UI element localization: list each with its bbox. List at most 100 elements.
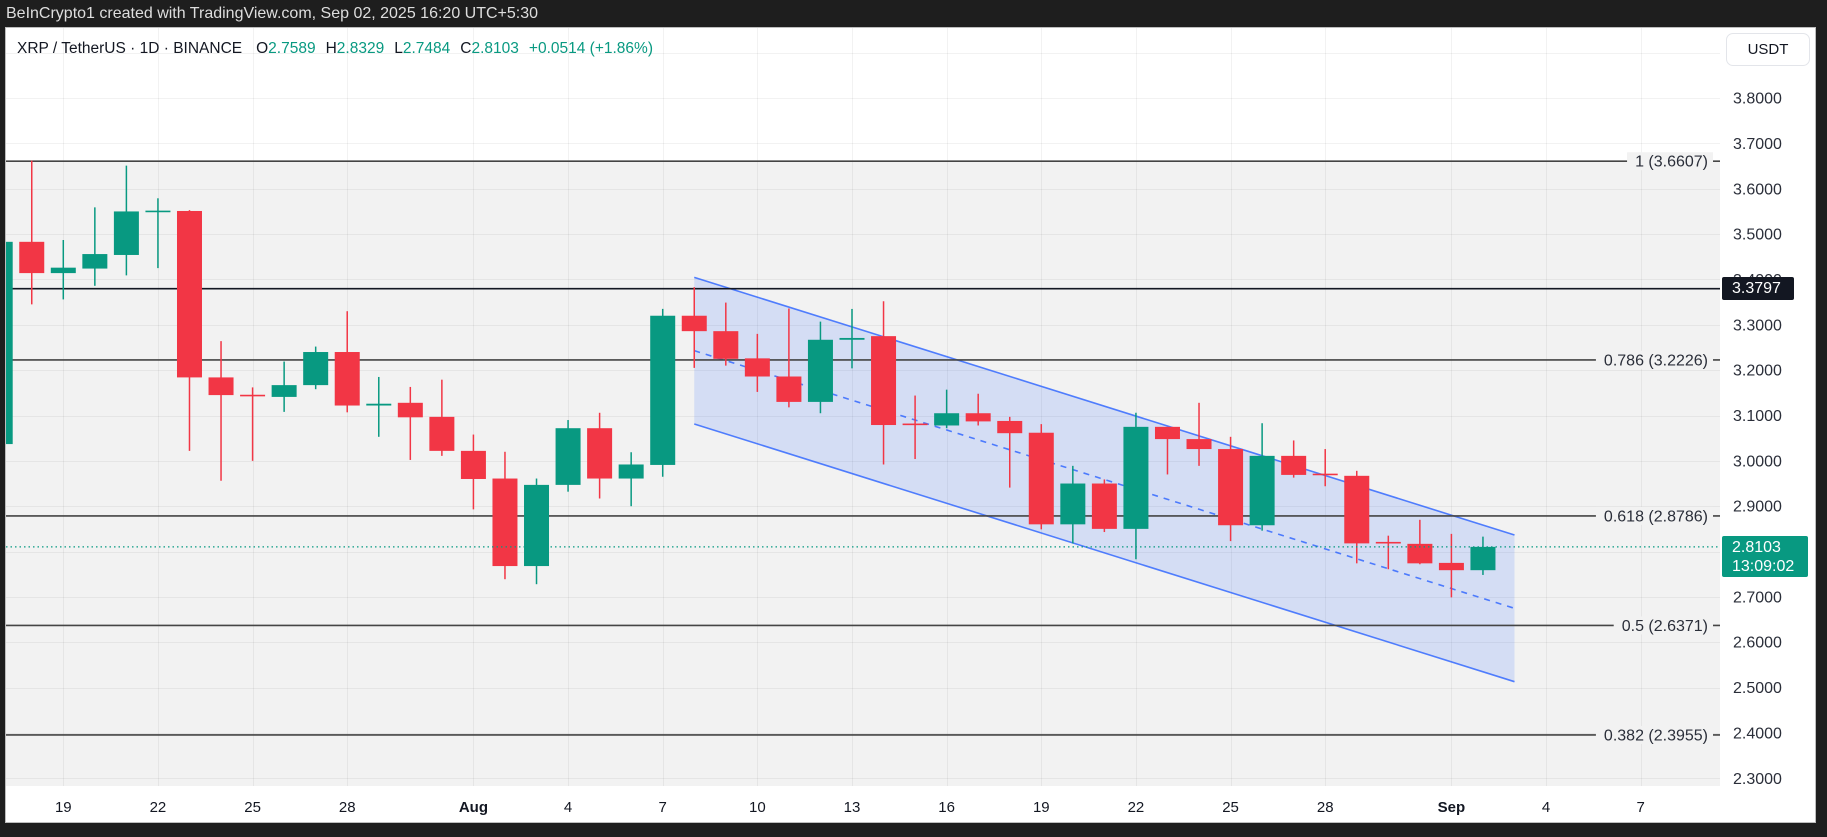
candle-body xyxy=(650,315,676,465)
candle-body xyxy=(6,241,13,445)
candle-aug-12 xyxy=(807,321,833,414)
candle-body xyxy=(429,416,455,451)
price-tick-label: 2.5000 xyxy=(1733,680,1782,697)
candle-jul-29 xyxy=(366,376,392,437)
low-number: 2.7484 xyxy=(402,40,451,57)
price-tick-label: 3.1000 xyxy=(1733,408,1782,425)
symbol-legend: XRP / TetherUS · 1D · BINANCE O2.7589 H2… xyxy=(17,38,653,60)
chart-snapshot-caption: BeInCrypto1 created with TradingView.com… xyxy=(0,0,1827,28)
candle-aug-3 xyxy=(524,478,550,585)
last-price-value: 2.8103 xyxy=(1732,538,1781,556)
candle-aug-20 xyxy=(1060,465,1086,544)
candle-body xyxy=(997,420,1023,434)
candle-body xyxy=(524,484,550,567)
candle-aug-24 xyxy=(1186,402,1212,466)
price-tick-label: 3.8000 xyxy=(1733,91,1782,108)
candlestick-series xyxy=(6,160,1496,598)
candle-jul-30 xyxy=(397,386,423,460)
candle-body xyxy=(1123,426,1149,529)
candle-body xyxy=(1407,543,1433,564)
candle-body xyxy=(113,211,139,255)
high-label: H xyxy=(325,40,337,57)
candle-jul-21 xyxy=(113,165,139,276)
candle-aug-27 xyxy=(1281,440,1307,478)
symbol-title[interactable]: XRP / TetherUS · 1D · BINANCE xyxy=(17,40,243,57)
candle-jul-24 xyxy=(208,341,234,481)
candle-aug-19 xyxy=(1028,424,1054,530)
candle-jul-25 xyxy=(240,387,266,461)
fib-label-background xyxy=(1627,152,1713,171)
price-tick-label: 2.3000 xyxy=(1733,771,1782,788)
time-tick-label: 22 xyxy=(1128,799,1145,816)
time-tick-label: 25 xyxy=(1222,799,1239,816)
price-axis[interactable]: 3.80003.70003.60003.50003.40003.30003.20… xyxy=(1720,28,1815,788)
candle-body xyxy=(19,241,45,274)
fib-zone-fill xyxy=(6,161,1720,786)
candle-aug-7 xyxy=(650,308,676,477)
candle-body xyxy=(1060,483,1086,525)
candle-aug-26 xyxy=(1249,423,1275,531)
candle-aug-6 xyxy=(618,452,644,507)
open-label: O xyxy=(256,40,269,57)
close-label: C xyxy=(460,40,472,57)
candle-body xyxy=(1438,562,1464,571)
candle-body xyxy=(681,315,707,332)
fib-level-label: 0.5 (2.6371) xyxy=(1622,618,1708,635)
last-price-label: 2.8103 13:09:02 xyxy=(1722,535,1808,577)
low-value: L2.7484 xyxy=(394,38,450,60)
candle-body xyxy=(145,210,171,213)
candle-body xyxy=(1281,455,1307,475)
candle-body xyxy=(1470,546,1496,571)
candle-aug-16 xyxy=(934,389,960,429)
candle-body xyxy=(618,464,644,479)
candle-body xyxy=(744,358,770,377)
candle-body xyxy=(334,352,360,406)
candle-aug-14 xyxy=(871,301,897,465)
candle-jul-28 xyxy=(334,311,360,413)
price-tick-label: 3.2000 xyxy=(1733,363,1782,380)
time-tick-label: 4 xyxy=(564,799,572,816)
time-tick-label: 10 xyxy=(749,799,766,816)
candle-sep-1 xyxy=(1438,533,1464,598)
candle-aug-9 xyxy=(713,302,739,366)
channel-upper-line[interactable] xyxy=(694,276,1515,536)
time-tick-label: 28 xyxy=(339,799,356,816)
price-tick-label: 3.5000 xyxy=(1733,227,1782,244)
candle-body xyxy=(965,413,991,422)
price-tick-label: 3.6000 xyxy=(1733,181,1782,198)
candle-body xyxy=(1218,449,1244,526)
candle-body xyxy=(1375,541,1401,544)
candle-body xyxy=(208,377,234,396)
candle-body xyxy=(934,413,960,426)
candle-aug-18 xyxy=(997,416,1023,488)
fib-retracement-lines[interactable] xyxy=(6,160,1720,736)
time-tick-label: 4 xyxy=(1542,799,1550,816)
price-tick-label: 3.7000 xyxy=(1733,136,1782,153)
candle-aug-23 xyxy=(1154,426,1180,475)
time-tick-label: Sep xyxy=(1438,799,1466,816)
time-tick-label: 28 xyxy=(1317,799,1334,816)
currency-unit-button[interactable]: USDT xyxy=(1726,33,1810,66)
channel-lower-line[interactable] xyxy=(694,423,1515,683)
time-axis[interactable]: 19 22 25 28 Aug 4 7 10 13 16 19 22 25 28 Sep 4 7 xyxy=(55,799,1645,816)
candle-jul-20 xyxy=(82,207,108,286)
candle-aug-8 xyxy=(681,287,707,368)
candle-jul-23 xyxy=(176,210,202,451)
price-axis-background[interactable] xyxy=(1720,28,1815,786)
close-number: 2.8103 xyxy=(471,40,519,57)
candle-body xyxy=(587,428,613,479)
price-tick-label: 3.3000 xyxy=(1733,317,1782,334)
candle-jul-17 xyxy=(6,241,13,445)
candle-body xyxy=(902,423,928,426)
high-value: H2.8329 xyxy=(326,38,385,60)
candle-body xyxy=(82,254,108,269)
candle-body xyxy=(492,478,518,567)
fib-level-labels: 1 (3.6607) 0.786 (3.2226) 0.618 (2.8786) 0.… xyxy=(1595,152,1713,744)
candle-aug-10 xyxy=(744,333,770,392)
candle-body xyxy=(50,267,76,274)
horizontal-line-price-label: 3.3797 xyxy=(1722,277,1794,301)
fib-level-label: 0.382 (2.3955) xyxy=(1604,727,1708,744)
candle-body xyxy=(460,450,486,479)
open-number: 2.7589 xyxy=(268,40,316,57)
